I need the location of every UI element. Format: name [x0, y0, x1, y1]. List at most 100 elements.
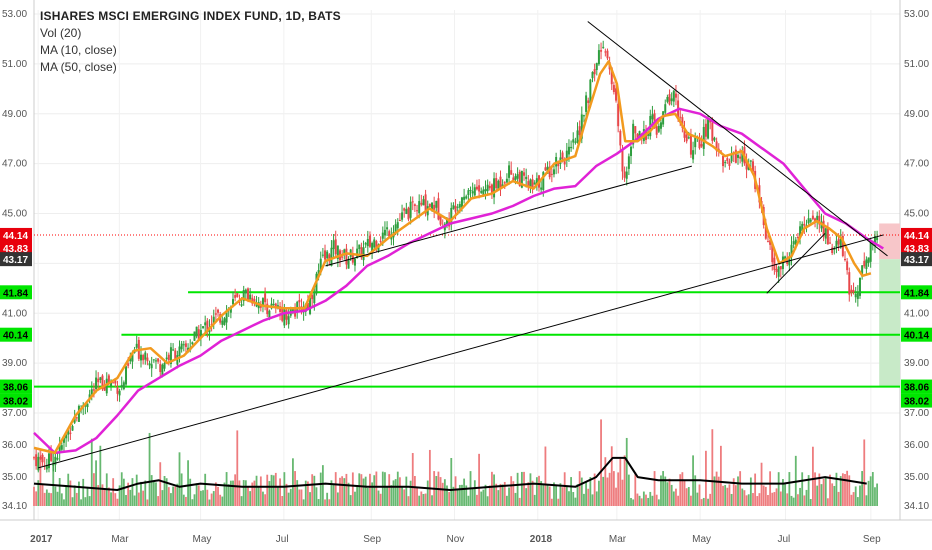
- candle-body: [858, 277, 861, 296]
- volume-bar: [140, 481, 142, 506]
- volume-bar: [544, 446, 547, 506]
- volume-bar: [309, 492, 311, 506]
- price-tag-label-left: 41.84: [3, 288, 28, 299]
- candle-body: [604, 51, 607, 53]
- candle-body: [837, 239, 840, 245]
- candle-body: [606, 50, 609, 59]
- volume-bar: [283, 472, 286, 506]
- candle-body: [135, 343, 138, 348]
- candle-body: [850, 289, 853, 293]
- volume-bar: [570, 477, 573, 506]
- price-tag-left: [0, 227, 32, 242]
- volume-bar: [347, 482, 350, 506]
- volume-bar: [861, 471, 864, 506]
- candle-body: [525, 176, 528, 180]
- volume-bar: [694, 475, 697, 506]
- volume-bar: [206, 489, 209, 506]
- candle-body: [627, 156, 630, 169]
- candle-body: [41, 454, 44, 463]
- volume-bar: [598, 480, 600, 506]
- volume-bar: [296, 480, 299, 506]
- volume-bar: [195, 483, 198, 506]
- price-tag-label-left: 40.14: [3, 331, 28, 342]
- candle-body: [503, 182, 506, 184]
- volume-bar: [779, 491, 782, 506]
- candle-body: [771, 242, 774, 263]
- volume-bar: [497, 490, 500, 506]
- volume-bar: [454, 476, 457, 506]
- volume-bar: [565, 486, 568, 506]
- candle-body: [824, 228, 827, 239]
- candle-body: [814, 218, 817, 222]
- candle-body: [118, 390, 121, 396]
- candle-body: [152, 359, 155, 361]
- target-zone: [879, 259, 900, 387]
- candle-body: [107, 375, 110, 383]
- candle-body: [508, 165, 511, 178]
- volume-bar: [253, 480, 256, 506]
- candle-body: [452, 205, 455, 209]
- volume-bar: [486, 496, 489, 506]
- ma50-path: [33, 107, 884, 455]
- candle-body: [722, 155, 725, 167]
- candle-body: [473, 187, 476, 196]
- volume-bar: [493, 474, 495, 506]
- volume-bar: [606, 477, 609, 506]
- volume-bar: [307, 481, 309, 506]
- candle-body: [518, 171, 521, 186]
- volume-bar: [595, 491, 598, 506]
- volume-bar: [859, 485, 861, 506]
- candle-body: [632, 123, 635, 145]
- candle-body: [35, 454, 38, 467]
- candle-body: [249, 294, 252, 300]
- candle-body: [356, 248, 359, 258]
- candle-body: [159, 364, 162, 373]
- volume-bar: [319, 472, 322, 506]
- volume-bar: [589, 477, 592, 506]
- candle-body: [50, 450, 53, 461]
- candle-body: [567, 146, 570, 155]
- candle-body: [520, 170, 523, 188]
- volume-bar: [856, 497, 859, 506]
- volume-bar: [585, 481, 587, 506]
- price-tag-right: [901, 379, 932, 394]
- candle-body: [707, 119, 710, 139]
- volume-bar: [563, 472, 566, 506]
- candle-body: [775, 268, 778, 273]
- candle-body: [99, 377, 102, 381]
- volume-bar: [707, 498, 709, 506]
- candle-body: [139, 354, 142, 361]
- candle-body: [550, 173, 553, 175]
- volume-bar: [221, 496, 224, 506]
- candle-body: [187, 347, 190, 352]
- price-tag-right: [901, 285, 932, 300]
- volume-bar: [514, 492, 517, 506]
- volume-bar: [602, 476, 605, 506]
- candle-body: [794, 239, 797, 245]
- candle-body: [437, 198, 440, 220]
- volume-bar: [713, 476, 716, 506]
- candle-body: [398, 220, 401, 222]
- volume-bar: [279, 478, 281, 506]
- candle-body: [259, 305, 262, 308]
- candle-body: [576, 130, 579, 143]
- volume-bar: [640, 498, 643, 506]
- volume-bar: [578, 471, 581, 506]
- candle-body: [540, 187, 543, 190]
- trendline: [766, 233, 826, 294]
- volume-bar: [801, 472, 804, 506]
- volume-bar: [407, 496, 410, 506]
- candle-body: [766, 241, 769, 243]
- volume-bar: [777, 472, 780, 506]
- candle-body: [311, 295, 314, 300]
- volume-bar: [379, 493, 382, 506]
- volume-bar: [764, 486, 767, 506]
- volume-bar: [428, 449, 431, 506]
- volume-bar: [463, 478, 466, 506]
- candle-body: [602, 46, 605, 48]
- volume-bar: [553, 482, 555, 506]
- candle-body: [876, 237, 879, 241]
- volume-bar: [844, 474, 846, 506]
- candle-body: [146, 357, 149, 362]
